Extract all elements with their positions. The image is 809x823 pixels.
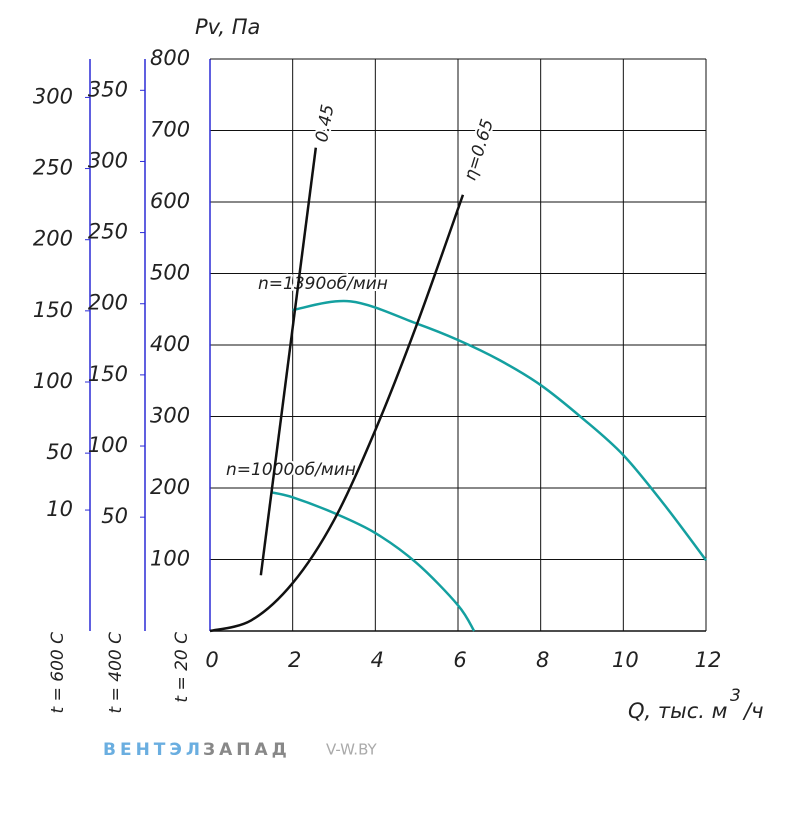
x-tick-label: 8 (536, 648, 549, 672)
extra-tick-label: 50 (101, 504, 128, 528)
y-tick-label: 200 (150, 475, 190, 499)
extra-tick-label: 10 (46, 497, 73, 521)
brand-b: ЗАПАД (203, 740, 291, 760)
y-tick-label: 600 (150, 189, 190, 213)
x-tick-label: 6 (453, 648, 466, 672)
extra-tick-label: 50 (46, 440, 73, 464)
extra-tick-label: 300 (88, 148, 128, 172)
extra-tick-label: 250 (88, 220, 128, 244)
curve (270, 491, 476, 632)
curve (209, 194, 465, 633)
x-tick-label: 4 (371, 648, 384, 672)
x-title: Q, тыс. м (628, 699, 728, 723)
y-tick-label: 300 (150, 404, 190, 428)
y-tick-label: 100 (150, 547, 190, 571)
x-title-tail: /ч (742, 699, 763, 723)
axis-note: t = 20 C (172, 632, 192, 703)
extra-tick-label: 100 (33, 369, 73, 393)
x-tick-label: 2 (288, 648, 301, 672)
extra-tick-label: 250 (33, 156, 73, 180)
x-tick-label: 12 (695, 648, 722, 672)
curve-label: n=1390об/мин (258, 274, 388, 294)
extra-axis-label: t = 400 C (106, 632, 126, 714)
curve-label: n=1000об/мин (226, 460, 356, 480)
extra-tick-label: 350 (88, 77, 128, 101)
x-tick-label: 10 (612, 648, 639, 672)
extra-tick-label: 100 (88, 433, 128, 457)
extra-tick-label: 200 (33, 227, 73, 251)
y-title: Pv, Па (195, 15, 260, 39)
extra-axis-label: t = 600 C (48, 632, 68, 714)
curve-label: 0.45 (312, 103, 338, 144)
extra-tick-label: 150 (33, 298, 73, 322)
extra-tick-label: 150 (88, 362, 128, 386)
extra-tick-label: 200 (88, 291, 128, 315)
site: V-W.BY (326, 741, 378, 759)
x-tick-label: 0 (205, 648, 218, 672)
curve (292, 299, 707, 561)
y-tick-label: 800 (150, 46, 190, 70)
brand-a: ВЕНТЭЛ (103, 740, 204, 760)
y-tick-label: 500 (150, 261, 190, 285)
extra-tick-label: 300 (33, 84, 73, 108)
curve-label: η=0.65 (460, 117, 498, 183)
x-title-sup: 3 (730, 686, 741, 706)
y-tick-label: 700 (150, 118, 190, 142)
curve (259, 147, 318, 576)
y-tick-label: 400 (150, 332, 190, 356)
